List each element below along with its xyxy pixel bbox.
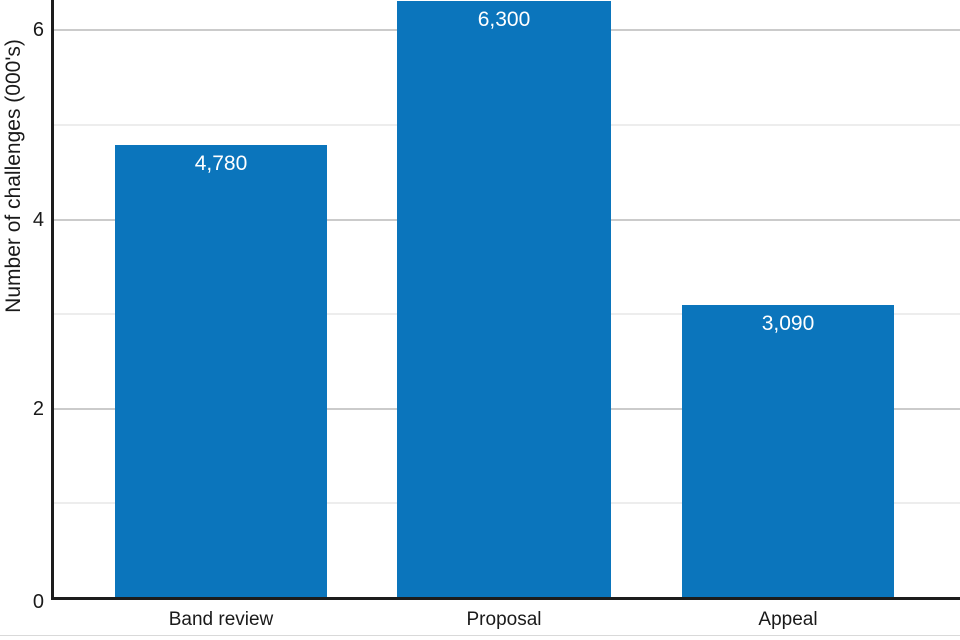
x-category-label-proposal: Proposal: [466, 609, 542, 630]
plot-area: 4,780 6,300 3,090: [51, 0, 960, 600]
y-axis-title: Number of challenges (000's): [2, 39, 25, 313]
y-tick-label-6: 6: [32, 19, 44, 41]
bar-appeal: 3,090: [682, 305, 894, 597]
x-category-label-appeal: Appeal: [758, 609, 818, 630]
bar-value-label-proposal: 6,300: [477, 8, 531, 31]
bottom-divider-line: [0, 635, 960, 636]
bar-value-label-appeal: 3,090: [761, 312, 815, 335]
bar-band-review: 4,780: [115, 145, 327, 597]
x-category-label-band-review: Band review: [168, 609, 274, 630]
bar-proposal: 6,300: [397, 1, 611, 597]
y-tick-label-2: 2: [32, 398, 44, 420]
y-tick-label-0: 0: [32, 591, 44, 613]
bar-value-label-band-review: 4,780: [194, 152, 248, 175]
y-tick-label-4: 4: [32, 209, 44, 231]
